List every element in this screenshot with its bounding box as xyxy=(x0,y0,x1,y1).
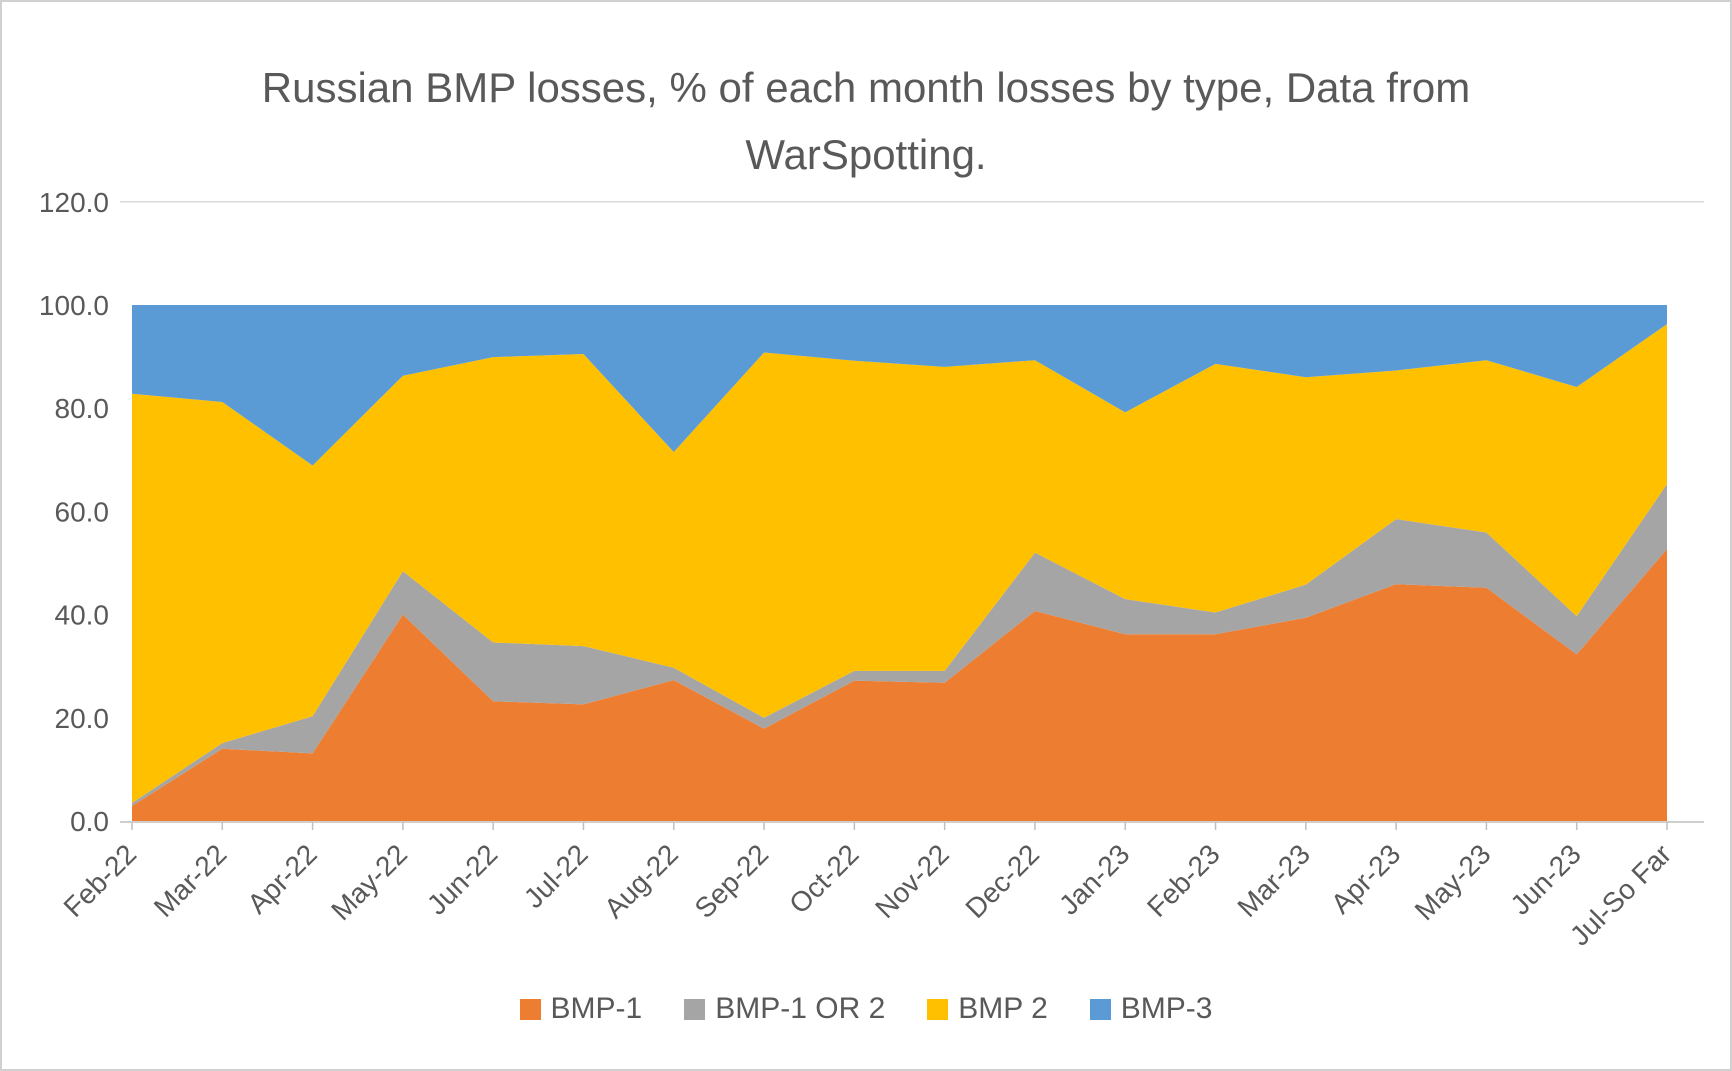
y-axis-label: 80.0 xyxy=(55,393,110,424)
x-axis-label: May-22 xyxy=(325,838,413,926)
x-axis-label: Aug-22 xyxy=(598,838,684,924)
x-axis-label: Apr-22 xyxy=(241,838,322,919)
legend-item-bmp-3: BMP-3 xyxy=(1089,992,1213,1026)
legend: BMP-1 BMP-1 OR 2 BMP 2 BMP-3 xyxy=(2,992,1730,1026)
legend-swatch-bmp-3 xyxy=(1089,998,1111,1020)
x-axis-label: Dec-22 xyxy=(959,838,1045,924)
x-axis-label: Sep-22 xyxy=(689,838,775,924)
y-axis-label: 120.0 xyxy=(39,187,109,218)
x-axis-label: Mar-22 xyxy=(148,838,233,923)
legend-swatch-bmp-1-or-2 xyxy=(684,998,706,1020)
x-axis-label: Jan-23 xyxy=(1053,838,1135,920)
x-axis-label: Oct-22 xyxy=(783,838,864,919)
x-axis-label: Feb-22 xyxy=(58,838,143,923)
legend-item-bmp-2: BMP 2 xyxy=(927,992,1048,1026)
x-axis-label: Apr-23 xyxy=(1325,838,1406,919)
series-area-bmp-2 xyxy=(132,324,1667,803)
x-axis-label: Jun-23 xyxy=(1504,838,1586,920)
x-axis-label: Mar-23 xyxy=(1231,838,1316,923)
x-axis-label: Nov-22 xyxy=(869,838,955,924)
legend-label-bmp-1: BMP-1 xyxy=(550,992,643,1025)
legend-label-bmp-1-or-2: BMP-1 OR 2 xyxy=(715,992,886,1025)
y-axis-label: 40.0 xyxy=(55,600,110,631)
y-axis-label: 100.0 xyxy=(39,290,109,321)
x-axis-label: Jun-22 xyxy=(421,838,503,920)
legend-item-bmp-1: BMP-1 xyxy=(519,992,643,1026)
legend-label-bmp-3: BMP-3 xyxy=(1120,992,1213,1025)
y-axis-label: 60.0 xyxy=(55,496,110,527)
legend-swatch-bmp-2 xyxy=(927,998,949,1020)
y-axis-label: 0.0 xyxy=(70,806,109,837)
legend-item-bmp-1-or-2: BMP-1 OR 2 xyxy=(684,992,885,1026)
x-axis-label: Jul-22 xyxy=(518,838,594,914)
x-axis-label: Feb-23 xyxy=(1141,838,1226,923)
y-axis-label: 20.0 xyxy=(55,703,110,734)
x-axis-label: May-23 xyxy=(1409,838,1497,926)
series-area-bmp-1 xyxy=(132,549,1667,821)
legend-label-bmp-2: BMP 2 xyxy=(958,992,1048,1025)
series-area-bmp-3 xyxy=(132,305,1667,466)
series-area-bmp-1-or-2 xyxy=(132,484,1667,807)
legend-swatch-bmp-1 xyxy=(519,998,541,1020)
chart-title: Russian BMP losses, % of each month loss… xyxy=(261,64,1471,179)
